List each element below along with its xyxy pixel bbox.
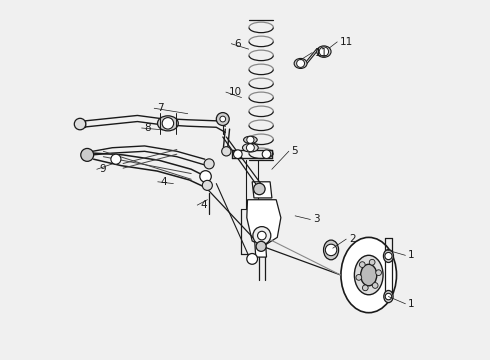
Circle shape [81,148,94,161]
Circle shape [363,285,368,291]
Circle shape [325,244,337,256]
Polygon shape [252,182,272,198]
Text: 8: 8 [145,123,151,133]
Circle shape [74,118,86,130]
Text: 10: 10 [229,87,242,97]
Text: 6: 6 [234,39,241,49]
Ellipse shape [341,237,396,313]
Circle shape [202,180,212,190]
Circle shape [246,144,254,152]
Text: 11: 11 [315,48,328,58]
Circle shape [220,116,225,122]
Circle shape [359,262,365,267]
Polygon shape [255,241,267,257]
Ellipse shape [354,255,383,295]
Circle shape [254,183,265,195]
Circle shape [385,293,392,300]
Ellipse shape [157,116,178,131]
Text: 4: 4 [200,200,207,210]
Ellipse shape [361,264,377,286]
Text: 11: 11 [340,37,353,47]
Text: 1: 1 [408,299,415,309]
Circle shape [296,59,304,67]
Circle shape [111,154,121,164]
Ellipse shape [323,240,339,260]
Text: 1: 1 [408,250,415,260]
Circle shape [372,283,378,288]
Circle shape [216,113,229,126]
Circle shape [319,47,329,56]
Ellipse shape [383,249,393,262]
Circle shape [204,159,214,169]
Circle shape [221,147,231,156]
Text: 9: 9 [100,164,106,174]
Circle shape [385,252,392,260]
Text: 7: 7 [157,103,164,113]
Text: 5: 5 [292,146,298,156]
Circle shape [247,136,254,143]
Circle shape [262,150,271,158]
Circle shape [234,150,242,158]
Circle shape [369,259,375,265]
Polygon shape [247,200,281,246]
Ellipse shape [244,136,257,143]
Circle shape [258,231,266,240]
Circle shape [376,270,382,275]
Circle shape [253,226,271,244]
Text: 2: 2 [349,234,356,244]
Text: 4: 4 [161,177,168,187]
Text: 3: 3 [313,215,320,224]
Circle shape [256,241,266,251]
Circle shape [200,171,211,182]
Ellipse shape [294,58,307,68]
Circle shape [162,118,173,129]
Ellipse shape [317,46,331,57]
Ellipse shape [384,291,393,303]
Circle shape [356,275,362,280]
Circle shape [247,253,258,264]
Ellipse shape [243,143,258,152]
